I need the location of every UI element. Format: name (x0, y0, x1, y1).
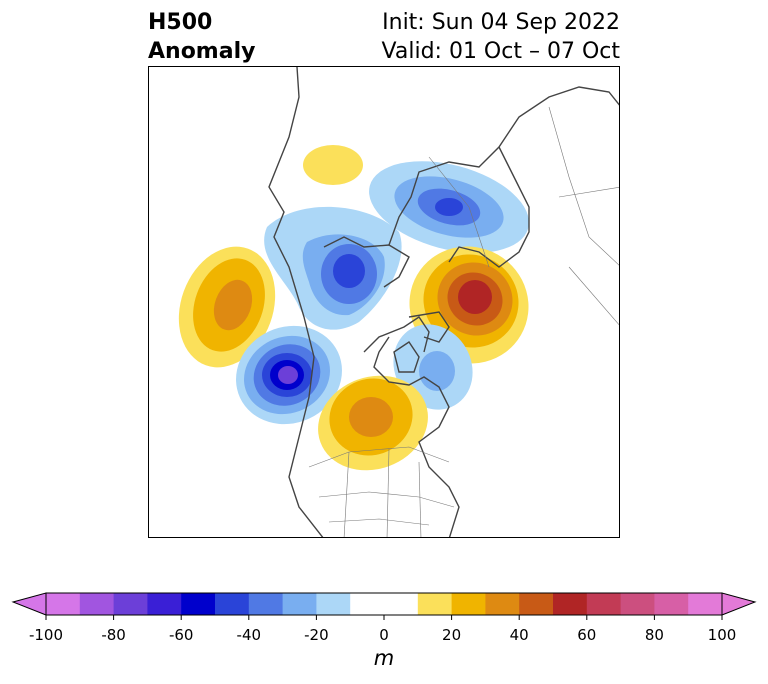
colorbar-segments (46, 593, 723, 615)
colorbar-segment (147, 593, 182, 615)
colorbar-tick-label: -40 (236, 626, 262, 644)
date-info: Init: Sun 04 Sep 2022 Valid: 01 Oct – 07… (382, 8, 620, 66)
title-line-2: Anomaly (148, 39, 256, 64)
colorbar-segment (282, 593, 317, 615)
colorbar-segment (620, 593, 655, 615)
colorbar-ticks (45, 615, 723, 620)
colorbar-segment (451, 593, 486, 615)
colorbar-tick-label: 20 (442, 626, 462, 644)
anomaly-pos-siberia (303, 145, 363, 185)
colorbar-tick-label: 60 (577, 626, 597, 644)
colorbar-segment (654, 593, 689, 615)
coastlines (268, 67, 619, 537)
colorbar-segment (688, 593, 723, 615)
anomaly-pos-canada (318, 375, 428, 471)
title: H500 Anomaly (148, 8, 255, 66)
colorbar-segment (113, 593, 148, 615)
anomaly-neg-alaska (264, 206, 402, 330)
colorbar-segment (553, 593, 588, 615)
colorbar-tick-label: -100 (28, 626, 64, 644)
colorbar-segment (586, 593, 622, 615)
anomaly-map (178, 67, 619, 537)
map-panel (148, 66, 620, 538)
colorbar-tick-label: 100 (707, 626, 737, 644)
colorbar-segment (485, 593, 520, 615)
title-line-1: H500 (148, 10, 213, 35)
borders (308, 106, 619, 537)
colorbar-segment (417, 593, 453, 615)
colorbar-segment (519, 593, 554, 615)
colorbar-extend-high (721, 592, 757, 616)
units-label: m (373, 646, 395, 670)
colorbar-segment (248, 593, 284, 615)
colorbar-tick-label: 80 (644, 626, 664, 644)
colorbar-segment (46, 593, 81, 615)
colorbar-tick-label: -80 (101, 626, 126, 644)
anomaly-neg-siberia (369, 161, 529, 253)
colorbar-tick-label: -60 (168, 626, 194, 644)
colorbar-tick-label: 0 (379, 626, 389, 644)
colorbar-extend-low (11, 592, 47, 616)
colorbar (11, 592, 757, 620)
colorbar-segment (384, 593, 419, 615)
colorbar-segment (316, 593, 351, 615)
init-date: Init: Sun 04 Sep 2022 (382, 10, 620, 35)
valid-range: Valid: 01 Oct – 07 Oct (381, 39, 620, 64)
colorbar-tick-label: 40 (509, 626, 529, 644)
colorbar-tick-label: -20 (304, 626, 329, 644)
colorbar-segment (181, 593, 216, 615)
colorbar-segment (215, 593, 250, 615)
colorbar-segment (350, 593, 385, 615)
anomaly-pos-npacific (178, 246, 276, 368)
anomaly-neg-pacnw (236, 325, 342, 425)
colorbar-segment (79, 593, 115, 615)
